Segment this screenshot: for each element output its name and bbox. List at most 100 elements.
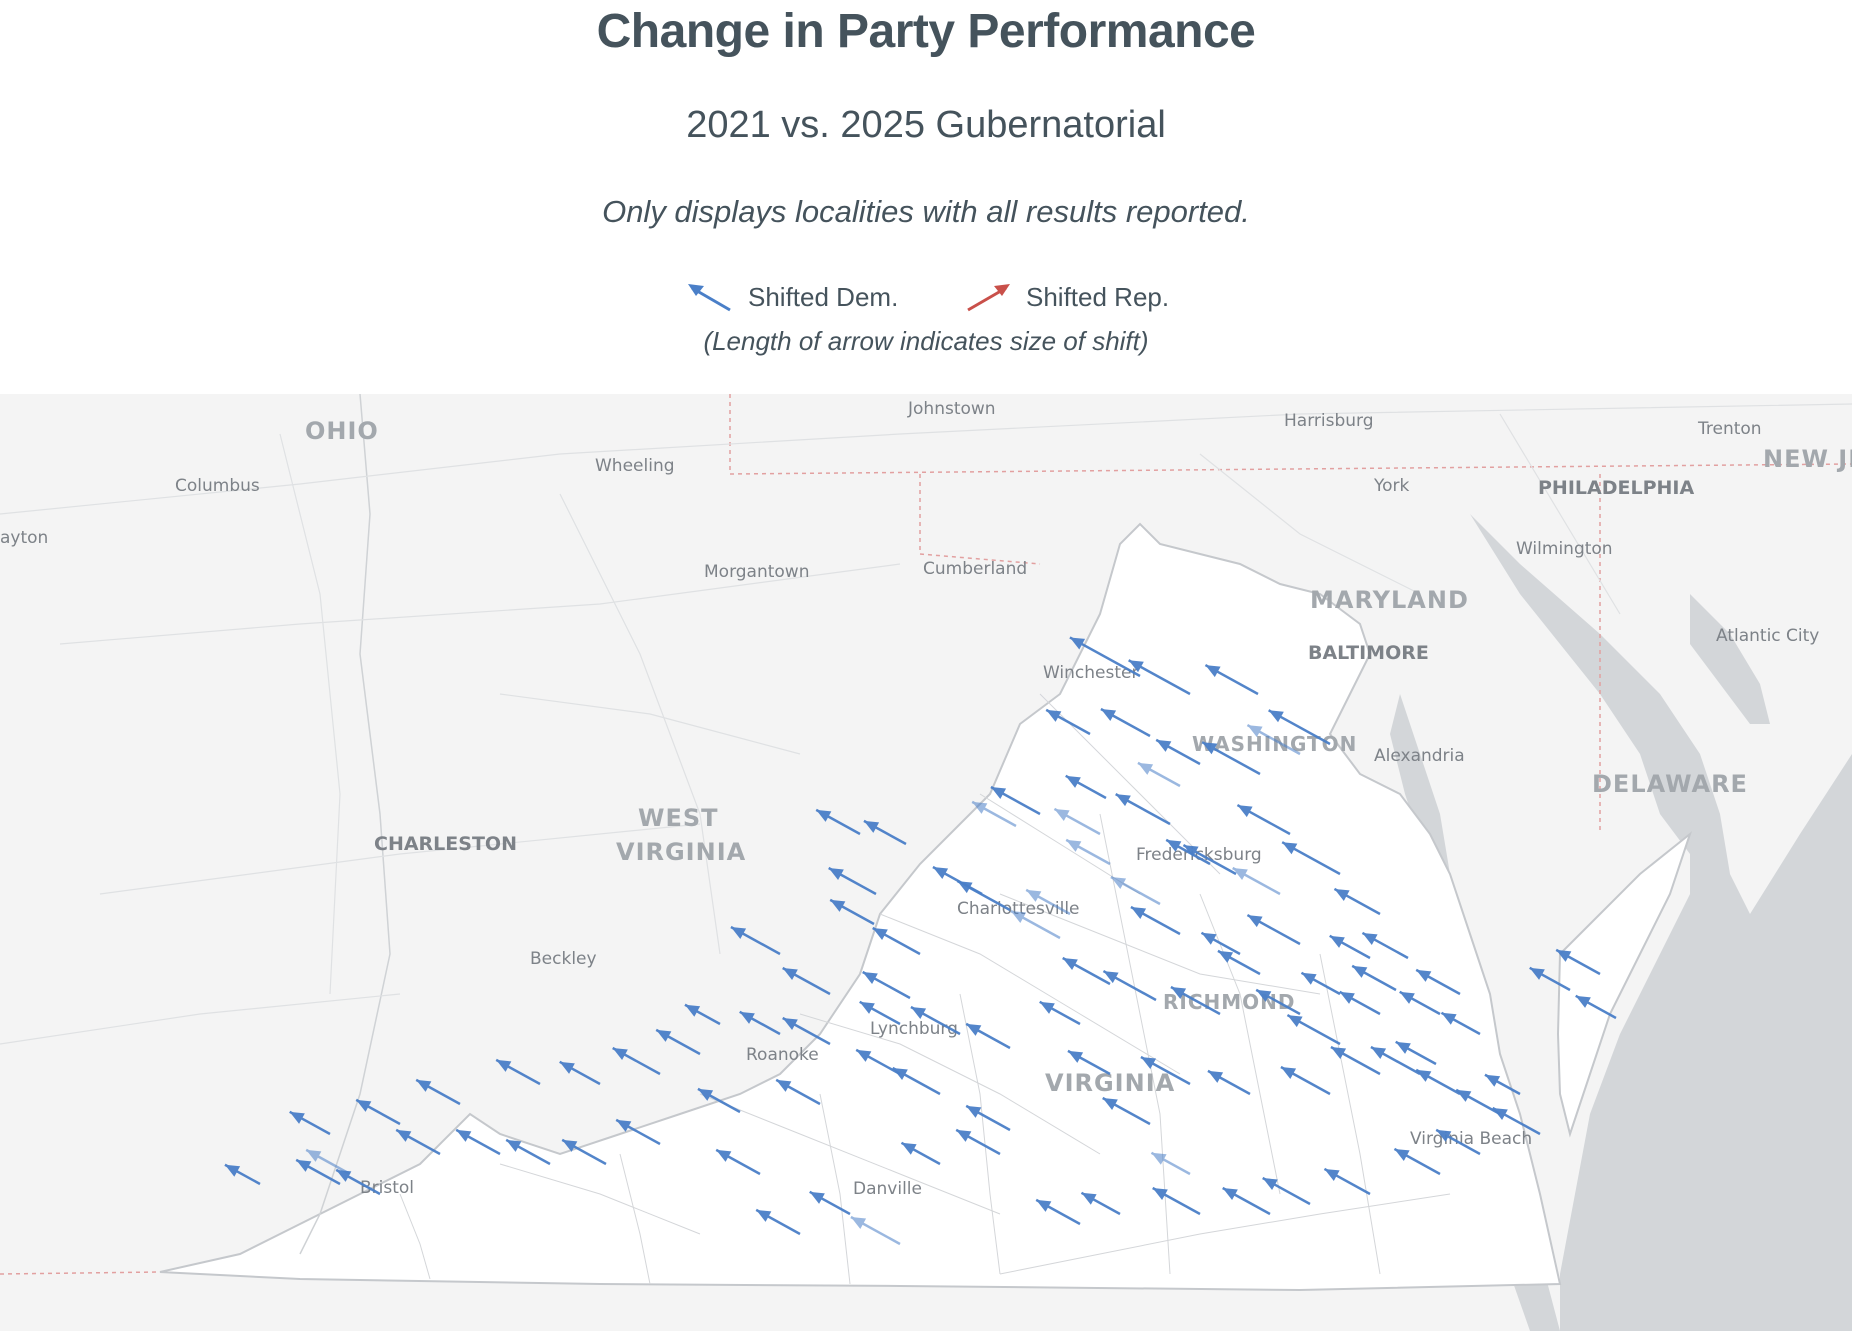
shift-arrow: [1130, 905, 1181, 936]
label-fredericksburg: Fredericksburg: [1136, 845, 1262, 865]
shift-arrow: [559, 1060, 601, 1086]
shift-arrow: [1045, 708, 1091, 736]
shift-arrow: [1281, 841, 1341, 876]
shift-arrow: [1201, 741, 1261, 776]
shift-arrow: [1268, 709, 1331, 746]
shift-arrow: [862, 970, 911, 1000]
shift-arrow: [1065, 838, 1111, 866]
page-subtitle: 2021 vs. 2025 Gubernatorial: [686, 104, 1166, 146]
label-charlottesville: Charlottesville: [957, 899, 1080, 919]
shift-arrow: [684, 1003, 721, 1026]
label-west: WEST: [638, 804, 719, 832]
shift-arrow: [1399, 990, 1441, 1016]
shift-arrow: [1435, 1128, 1481, 1156]
shift-arrow: [1035, 1198, 1081, 1226]
shift-arrow: [782, 1016, 831, 1046]
shift-arrow: [1370, 1045, 1421, 1076]
shift-arrow: [612, 1046, 661, 1076]
shift-arrow: [224, 1163, 261, 1186]
shift-arrow: [1207, 1069, 1251, 1096]
shift-arrow: [739, 1010, 781, 1036]
shift-arrow: [1067, 1049, 1111, 1076]
shift-arrow: [561, 1138, 607, 1166]
label-ohio: OHIO: [305, 417, 379, 445]
dem-arrow-icon: [688, 284, 731, 312]
shift-arrow: [295, 1158, 341, 1186]
label-danville: Danville: [853, 1179, 922, 1199]
shift-arrow: [1395, 1040, 1437, 1066]
shift-arrow: [863, 819, 907, 846]
shift-arrow: [956, 879, 1011, 912]
shift-arrow: [1080, 1191, 1121, 1216]
map[interactable]: Johnstown Harrisburg Trenton OHIO NEW JE…: [0, 394, 1852, 1331]
shift-arrow: [1415, 968, 1461, 996]
shift-arrow: [1333, 887, 1381, 916]
shift-arrow: [289, 1110, 331, 1136]
legend-length-note: (Length of arrow indicates size of shift…: [703, 326, 1149, 356]
virginia-shape: [159, 522, 1562, 1292]
shift-arrow: [1128, 659, 1191, 696]
shift-arrow: [971, 800, 1017, 828]
shift-arrow: [1323, 1167, 1371, 1196]
shift-arrows: [224, 636, 1617, 1246]
shift-arrow: [1115, 793, 1171, 826]
label-dayton: ayton: [0, 528, 48, 548]
reporting-note: Only displays localities with all result…: [602, 194, 1250, 229]
shift-arrow: [1351, 964, 1397, 992]
shift-arrow: [1280, 1065, 1331, 1096]
shift-arrow: [495, 1058, 541, 1086]
shift-arrow: [872, 926, 921, 956]
shift-arrow: [1010, 909, 1061, 940]
label-trenton: Trenton: [1697, 419, 1762, 439]
shift-arrow: [1575, 994, 1617, 1020]
label-charleston: CHARLESTON: [374, 833, 517, 855]
shift-arrow: [1102, 1096, 1151, 1126]
shift-arrow: [892, 1066, 941, 1096]
label-roanoke: Roanoke: [746, 1045, 819, 1065]
shift-arrow: [859, 1000, 901, 1026]
shift-arrow: [1039, 1000, 1081, 1026]
label-lynchburg: Lynchburg: [870, 1019, 958, 1039]
label-york: York: [1373, 476, 1410, 496]
page-title: Change in Party Performance: [596, 5, 1256, 58]
legend: Shifted Dem. Shifted Rep.: [0, 280, 1852, 360]
shift-arrow: [850, 1215, 901, 1246]
label-maryland: MARYLAND: [1310, 586, 1469, 614]
shift-arrow: [355, 1098, 401, 1126]
label-alexandria: Alexandria: [1374, 746, 1465, 766]
shift-arrow: [900, 1141, 941, 1166]
shift-arrow: [1246, 913, 1301, 946]
shift-arrow: [965, 1022, 1011, 1050]
shift-arrow: [828, 866, 877, 896]
shift-arrow: [1102, 969, 1157, 1002]
atlantic-ocean: [1470, 514, 1852, 1331]
label-wheeling: Wheeling: [595, 456, 675, 476]
shift-arrow: [1492, 1106, 1541, 1136]
map-canvas[interactable]: Johnstown Harrisburg Trenton OHIO NEW JE…: [0, 394, 1852, 1331]
shift-arrow: [415, 1078, 461, 1106]
shift-arrow: [505, 1138, 551, 1166]
shift-arrow: [1262, 1176, 1311, 1206]
label-bristol: Bristol: [360, 1178, 414, 1198]
shift-arrow: [1150, 1151, 1191, 1176]
shift-arrow: [1361, 931, 1409, 960]
shift-arrow: [395, 1128, 441, 1156]
label-philadelphia: PHILADELPHIA: [1538, 477, 1694, 499]
shift-arrow: [1025, 888, 1071, 916]
rep-arrow-icon: [967, 284, 1010, 312]
shift-arrow: [1100, 707, 1151, 738]
shift-arrow: [990, 785, 1041, 816]
shift-arrow: [1555, 948, 1601, 976]
shift-arrow: [1170, 985, 1221, 1016]
shift-arrow: [655, 1028, 701, 1056]
label-west-virginia: VIRGINIA: [616, 838, 746, 866]
label-morgantown: Morgantown: [704, 562, 810, 582]
label-wilmington: Wilmington: [1516, 539, 1613, 559]
shift-arrow: [730, 925, 781, 956]
shift-arrow: [1455, 1088, 1501, 1116]
label-baltimore: BALTIMORE: [1308, 642, 1429, 664]
shift-arrow: [809, 1190, 851, 1216]
shift-arrow: [755, 1208, 801, 1236]
label-atlantic-city: Atlantic City: [1716, 626, 1819, 646]
shift-arrow: [1255, 988, 1301, 1016]
